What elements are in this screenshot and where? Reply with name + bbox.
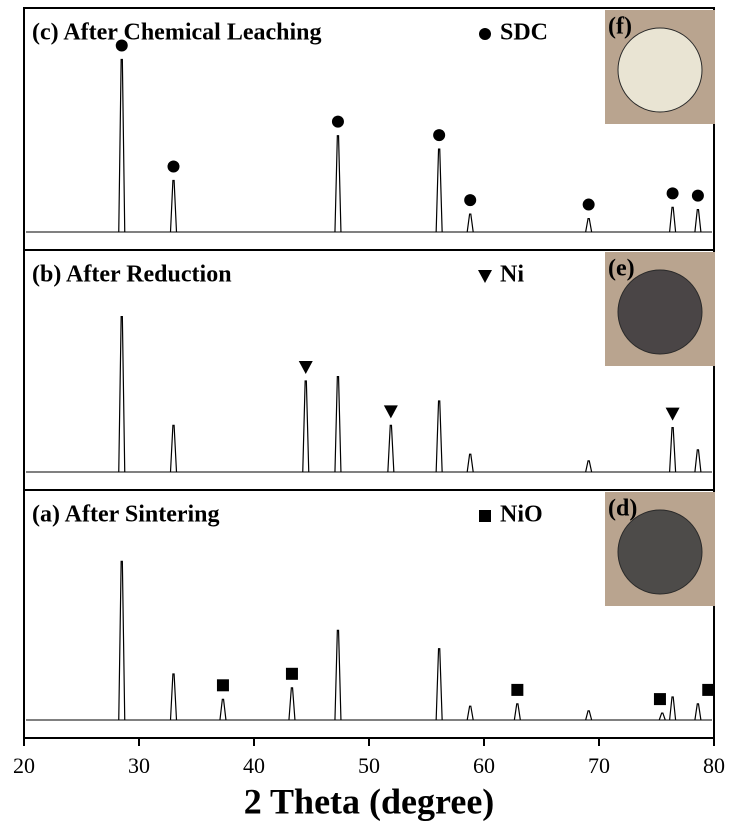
x-tick-label: 40 <box>243 753 265 778</box>
phase-marker <box>285 667 298 680</box>
x-tick-label: 50 <box>358 753 380 778</box>
phase-marker <box>383 405 398 419</box>
diffraction-peak <box>435 400 443 473</box>
phase-marker <box>511 683 524 696</box>
phase-marker <box>167 160 180 173</box>
phase-marker <box>665 407 680 421</box>
phase-marker <box>666 187 679 200</box>
diffraction-peak <box>118 58 126 233</box>
photo-label: (d) <box>608 496 637 522</box>
diffraction-peak <box>466 705 474 721</box>
diffraction-peak <box>585 460 593 473</box>
legend-label: SDC <box>500 20 548 46</box>
x-tick-label: 20 <box>13 753 35 778</box>
diffraction-peak <box>334 135 342 233</box>
legend-label: NiO <box>500 502 543 528</box>
phase-marker <box>702 683 715 696</box>
diffraction-peak <box>658 712 666 721</box>
diffraction-peak <box>169 673 178 721</box>
diffraction-peak <box>219 698 227 721</box>
diffraction-peak <box>694 209 702 233</box>
diffraction-peak <box>118 316 126 473</box>
legend-marker <box>478 270 492 283</box>
diffraction-peak <box>288 687 296 721</box>
panel-title: (a) After Sintering <box>32 502 220 528</box>
x-tick-label: 70 <box>588 753 610 778</box>
photo-label: (e) <box>608 256 635 282</box>
phase-marker <box>298 360 313 374</box>
diffraction-peak <box>118 560 126 721</box>
phase-marker <box>653 693 666 706</box>
x-axis-label: 2 Theta (degree) <box>244 781 495 821</box>
diffraction-peak <box>334 375 342 473</box>
legend-marker <box>479 510 491 522</box>
x-tick-label: 80 <box>703 753 725 778</box>
diffraction-peak <box>387 424 395 473</box>
legend-marker <box>479 28 491 40</box>
diffraction-peak <box>435 648 443 721</box>
diffraction-peak <box>466 213 474 233</box>
legend-label: Ni <box>500 262 524 288</box>
diffraction-peak <box>466 453 474 473</box>
sample-disc <box>617 269 703 355</box>
phase-marker <box>115 39 128 52</box>
photo-label: (f) <box>608 14 632 40</box>
phase-marker <box>216 679 229 692</box>
sample-disc <box>617 509 703 595</box>
diffraction-peak <box>334 629 342 721</box>
diffraction-peak <box>585 217 593 233</box>
phase-marker <box>464 194 477 207</box>
diffraction-peak <box>669 696 677 721</box>
phase-marker <box>691 189 704 202</box>
phase-marker <box>582 198 595 211</box>
diffraction-peak <box>669 206 677 233</box>
diffraction-peak <box>694 703 702 721</box>
diffraction-peak <box>302 380 310 473</box>
x-tick-label: 60 <box>473 753 495 778</box>
diffraction-peak <box>585 710 593 721</box>
panel-title: (c) After Chemical Leaching <box>32 20 322 46</box>
diffraction-peak <box>694 449 702 473</box>
phase-marker <box>331 115 344 128</box>
sample-disc <box>617 27 703 113</box>
x-tick-label: 30 <box>128 753 150 778</box>
phase-marker <box>433 129 446 142</box>
panel-title: (b) After Reduction <box>32 262 232 288</box>
diffraction-peak <box>669 427 677 473</box>
diffraction-peak <box>169 424 178 473</box>
diffraction-peak <box>435 148 443 233</box>
diffraction-peak <box>169 179 178 233</box>
diffraction-peak <box>513 703 521 721</box>
